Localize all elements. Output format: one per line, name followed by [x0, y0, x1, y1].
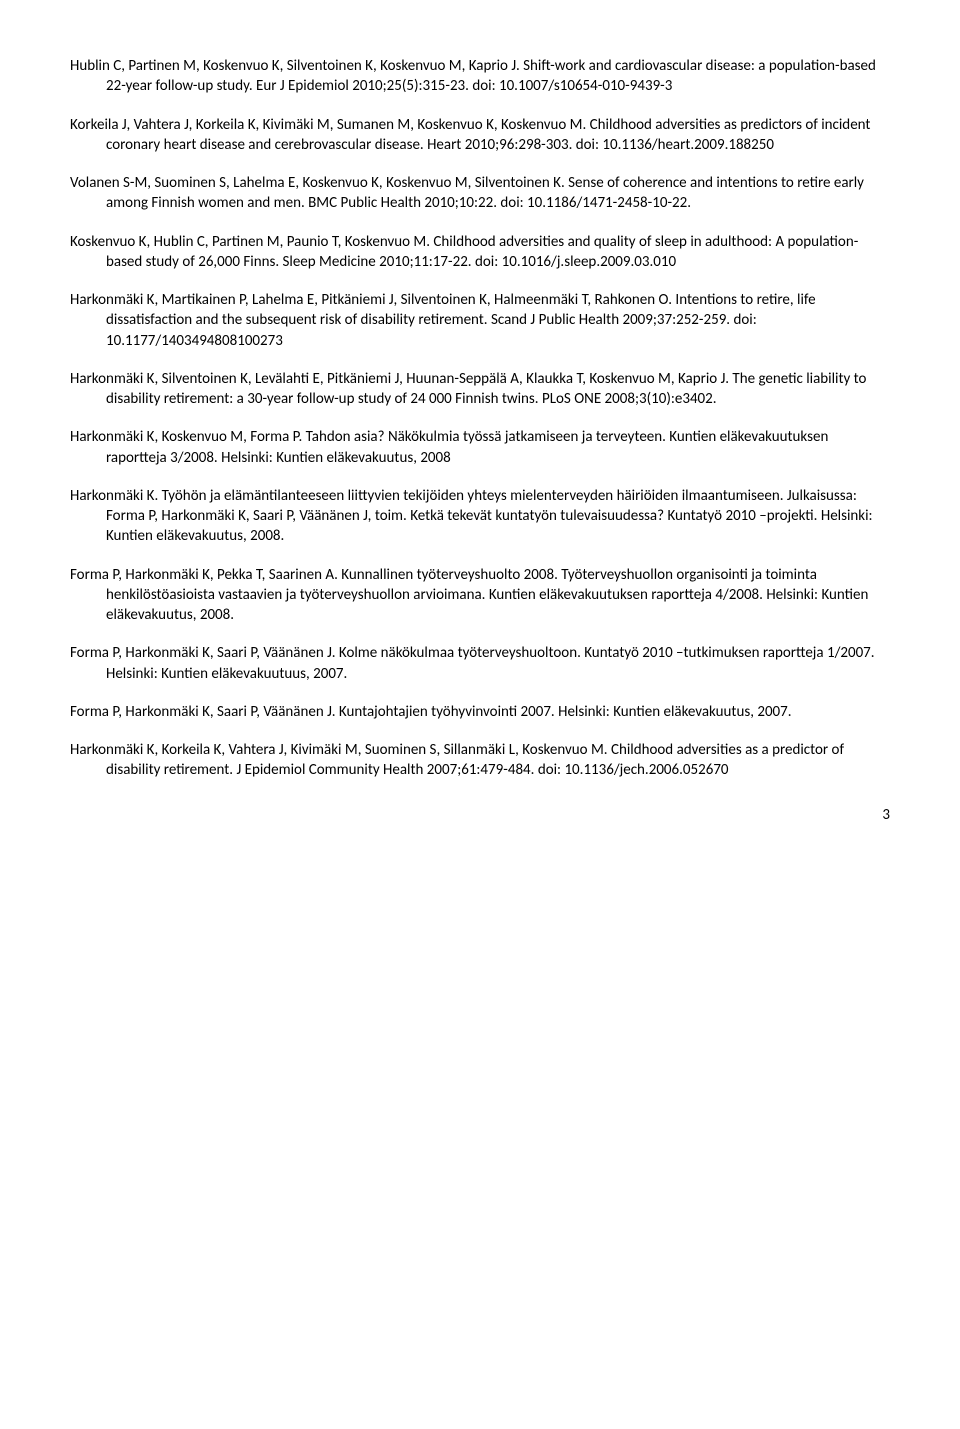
reference-entry: Harkonmäki K, Silventoinen K, Levälahti …: [70, 369, 890, 410]
reference-entry: Hublin C, Partinen M, Koskenvuo K, Silve…: [70, 56, 890, 97]
reference-entry: Harkonmäki K, Korkeila K, Vahtera J, Kiv…: [70, 740, 890, 781]
reference-entry: Forma P, Harkonmäki K, Saari P, Väänänen…: [70, 643, 890, 684]
reference-entry: Harkonmäki K. Työhön ja elämäntilanteese…: [70, 486, 890, 547]
reference-entry: Volanen S-M, Suominen S, Lahelma E, Kosk…: [70, 173, 890, 214]
reference-entry: Harkonmäki K, Martikainen P, Lahelma E, …: [70, 290, 890, 351]
reference-entry: Korkeila J, Vahtera J, Korkeila K, Kivim…: [70, 115, 890, 156]
reference-entry: Forma P, Harkonmäki K, Pekka T, Saarinen…: [70, 565, 890, 626]
reference-entry: Forma P, Harkonmäki K, Saari P, Väänänen…: [70, 702, 890, 722]
reference-entry: Koskenvuo K, Hublin C, Partinen M, Pauni…: [70, 232, 890, 273]
page-number: 3: [70, 805, 890, 825]
reference-entry: Harkonmäki K, Koskenvuo M, Forma P. Tahd…: [70, 427, 890, 468]
